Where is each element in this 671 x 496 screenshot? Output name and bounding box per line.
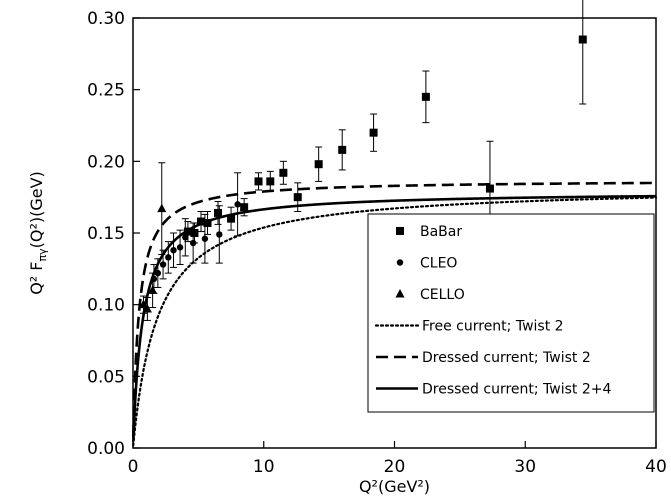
legend-label: CELLO <box>420 287 465 303</box>
cleo-point <box>165 254 172 261</box>
babar-point <box>240 203 249 212</box>
cello-point <box>142 303 152 313</box>
babar-point <box>203 218 212 227</box>
curve-dotted <box>132 196 658 447</box>
cleo-point <box>182 234 189 241</box>
legend-label: CLEO <box>420 256 457 272</box>
legend-label: Dressed current; Twist 2+4 <box>422 382 611 398</box>
x-tick-label: 0 <box>128 457 139 477</box>
x-axis-title: Q²(GeV²) <box>359 477 430 496</box>
legend-label: Dressed current; Twist 2 <box>422 350 591 366</box>
y-axis-title: Q² Fπγ(Q²)(GeV) <box>27 171 49 295</box>
babar-point <box>227 214 236 223</box>
legend-box <box>367 213 655 413</box>
y-tick-label: 0.15 <box>87 224 125 244</box>
cleo-point <box>189 239 197 247</box>
cello-point <box>148 285 158 294</box>
curve-solid <box>131 194 657 442</box>
babar-point <box>338 145 347 154</box>
babar-point <box>279 168 288 177</box>
cleo-point <box>234 201 241 208</box>
y-tick-label: 0.00 <box>87 439 125 459</box>
cello-point <box>157 203 167 213</box>
babar-point <box>293 193 302 202</box>
cleo-point <box>170 247 177 254</box>
babar-point <box>369 128 378 137</box>
legend-marker-triangle <box>395 289 405 298</box>
y-axis-title-main: Q² F <box>27 262 46 295</box>
x-tick-label: 10 <box>253 457 275 477</box>
data-points <box>138 0 587 321</box>
legend: BaBar CLEO CELLO Free current; Twist 2 Dress… <box>367 213 655 413</box>
y-tick-label: 0.05 <box>87 367 125 387</box>
x-tick-label: 30 <box>514 457 536 477</box>
legend-label: BaBar <box>420 224 462 240</box>
y-tick-label: 0.20 <box>87 152 125 172</box>
y-axis-title-sub: πγ <box>36 248 49 262</box>
cleo-point <box>150 275 158 283</box>
axis-ticks: 0.00 0.05 0.10 0.15 0.20 0.25 0.30 0 10 20 30 40 <box>87 9 667 477</box>
x-tick-label: 40 <box>645 457 667 477</box>
babar-point <box>421 92 430 101</box>
babar-point <box>254 177 263 186</box>
babar-point <box>266 177 275 186</box>
curve-dashed <box>131 181 657 437</box>
cleo-point <box>216 231 223 238</box>
legend-label: Free current; Twist 2 <box>422 319 564 335</box>
babar-point <box>314 160 323 169</box>
babar-point <box>578 35 587 44</box>
cello-point <box>138 299 148 309</box>
babar-point <box>190 229 199 237</box>
y-axis-title-tail: (Q²)(GeV) <box>27 171 46 248</box>
cleo-point <box>176 244 184 251</box>
babar-point <box>196 217 205 226</box>
y-tick-label: 0.25 <box>87 81 125 101</box>
cleo-point <box>159 261 167 268</box>
x-tick-label: 20 <box>384 457 406 477</box>
y-tick-label: 0.10 <box>87 296 125 316</box>
babar-point <box>213 208 222 217</box>
legend-marker-square <box>396 227 404 235</box>
cleo-point <box>154 269 162 277</box>
model-curves <box>131 181 658 447</box>
babar-point <box>183 227 192 236</box>
cleo-point <box>201 235 209 242</box>
legend-marker-circle <box>396 259 404 266</box>
y-tick-label: 0.30 <box>87 9 125 29</box>
babar-point <box>485 184 494 193</box>
